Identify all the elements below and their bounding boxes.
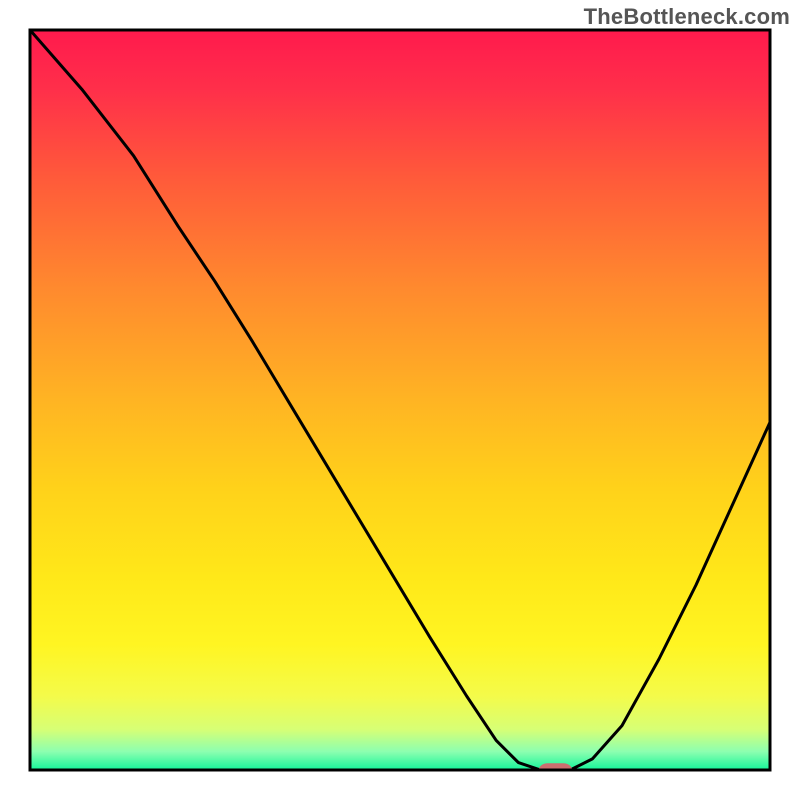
bottleneck-chart — [0, 0, 800, 800]
watermark-text: TheBottleneck.com — [584, 4, 790, 30]
chart-container: { "watermark": { "text": "TheBottleneck.… — [0, 0, 800, 800]
